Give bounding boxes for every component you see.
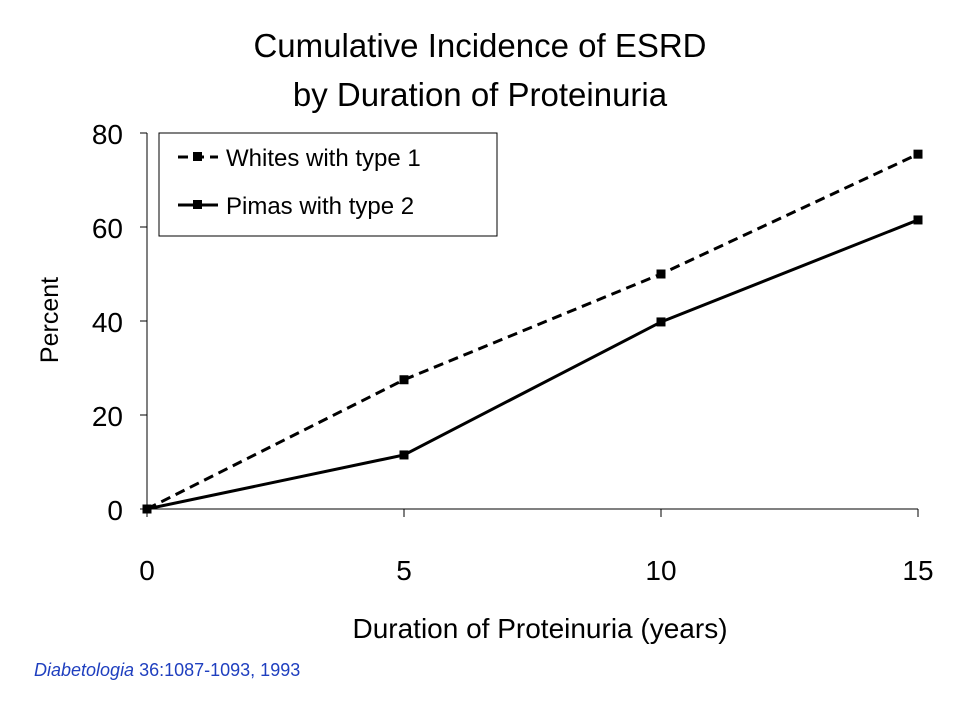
legend: Whites with type 1 Pimas with type 2: [158, 132, 498, 237]
citation-journal: Diabetologia: [34, 660, 135, 680]
data-point-marker: [656, 269, 666, 279]
legend-label-pimas: Pimas with type 2: [226, 193, 414, 220]
citation-details: 36:1087-1093, 1993: [134, 660, 301, 680]
axes: 0 20 40 60 80 0 5 10 15: [92, 119, 934, 586]
chart-title-line-1: Cumulative Incidence of ESRD: [253, 27, 706, 64]
x-tick-label: 15: [902, 555, 933, 586]
x-axis-label: Duration of Proteinuria (years): [352, 613, 727, 644]
y-tick-label: 20: [92, 401, 123, 432]
series-layer: [142, 149, 923, 514]
legend-box: [158, 132, 498, 237]
citation: Diabetologia 36:1087-1093, 1993: [34, 660, 300, 681]
legend-marker-whites: [193, 152, 202, 161]
data-point-marker: [913, 215, 923, 225]
x-tick-label: 0: [139, 555, 155, 586]
series-line-1: [146, 218, 919, 511]
y-tick-label: 80: [92, 119, 123, 150]
y-tick-label: 40: [92, 307, 123, 338]
series-line-0: [146, 152, 919, 511]
data-point-marker: [913, 149, 923, 159]
data-point-marker: [142, 504, 152, 514]
data-point-marker: [656, 317, 666, 327]
chart-title-line-2: by Duration of Proteinuria: [293, 76, 668, 113]
legend-item-pimas: Pimas with type 2: [178, 193, 414, 220]
legend-marker-pimas: [193, 200, 202, 209]
legend-item-whites: Whites with type 1: [178, 145, 421, 172]
data-point-marker: [399, 375, 409, 385]
data-point-marker: [399, 450, 409, 460]
legend-label-whites: Whites with type 1: [226, 145, 421, 172]
x-tick-label: 10: [645, 555, 676, 586]
y-tick-label: 0: [107, 495, 123, 526]
y-axis-label: Percent: [36, 277, 64, 363]
x-tick-label: 5: [396, 555, 412, 586]
y-tick-label: 60: [92, 213, 123, 244]
